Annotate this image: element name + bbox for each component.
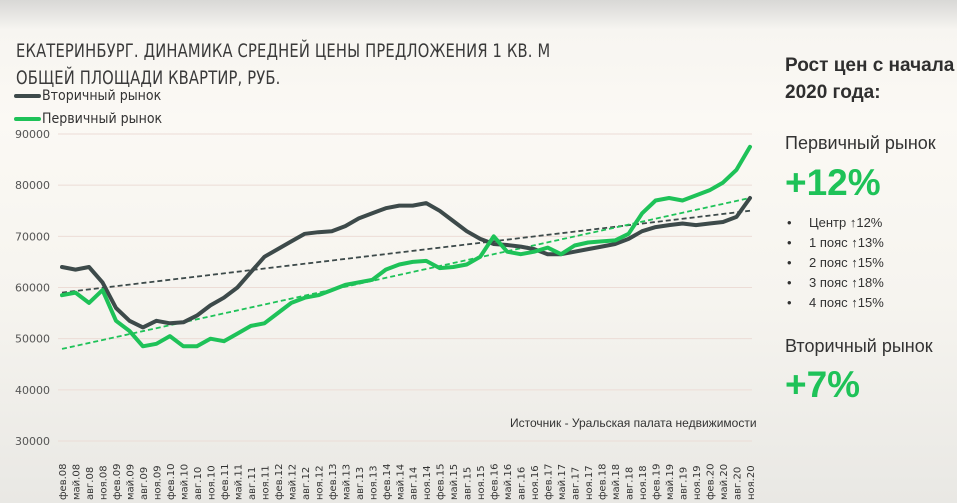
chart-title: ЕКАТЕРИНБУРГ. ДИНАМИКА СРЕДНЕЙ ЦЕНЫ ПРЕД… [16, 38, 550, 92]
x-tick-label: май.09 [125, 464, 136, 500]
x-tick-label: авг.09 [139, 467, 150, 500]
legend-swatch-primary [14, 116, 41, 121]
trendline [61, 209, 751, 294]
x-tick-label: ноя.09 [152, 465, 163, 500]
x-tick-label: фев.14 [382, 464, 393, 501]
arrow-up-icon: ↑ [849, 215, 857, 230]
x-tick-label: май.11 [233, 464, 244, 500]
x-tick-label: ноя.11 [260, 465, 271, 500]
growth-heading-line2: 2020 года: [785, 82, 881, 103]
x-tick-label: авг.08 [85, 467, 96, 500]
source-note: Источник - Уральская палата недвижимости [510, 416, 757, 430]
x-tick-label: авг.18 [625, 467, 636, 500]
x-tick-label: фев.08 [58, 464, 69, 501]
legend-item-primary: Первичный рынок [14, 110, 176, 128]
y-tick-label: 50000 [15, 333, 50, 346]
legend-item-secondary: Вторичный рынок [14, 87, 174, 105]
x-tick-label: авг.12 [301, 467, 312, 500]
series-line [60, 196, 752, 330]
x-tick-label: ноя.17 [584, 465, 595, 500]
x-tick-label: ноя.13 [368, 465, 379, 500]
secondary-market-label: Вторичный рынок [785, 336, 933, 356]
x-tick-label: фев.16 [490, 464, 501, 501]
x-tick-label: ноя.20 [746, 465, 757, 500]
chart-title-line2: ОБЩЕЙ ПЛОЩАДИ КВАРТИР, РУБ. [16, 67, 281, 89]
list-item: • 1 пояс ↑13% [787, 235, 884, 250]
x-tick-label: ноя.14 [422, 465, 433, 500]
x-tick-label: май.20 [719, 464, 730, 500]
x-tick-label: ноя.15 [476, 465, 487, 500]
x-tick-label: авг.17 [571, 467, 582, 500]
x-tick-label: фев.18 [598, 464, 609, 501]
x-tick-label: авг.15 [463, 467, 474, 500]
x-tick-label: авг.13 [355, 467, 366, 500]
x-tick-label: май.13 [341, 464, 352, 500]
x-tick-label: фев.19 [652, 464, 663, 501]
y-tick-label: 90000 [15, 128, 50, 141]
y-tick-label: 80000 [15, 179, 50, 192]
y-tick-label: 60000 [15, 282, 50, 295]
district-breakdown-list: • Центр ↑12% • 1 пояс ↑13% • 2 пояс ↑15% • 3… [787, 213, 884, 313]
x-tick-label: ноя.16 [530, 465, 541, 500]
x-tick-label: фев.13 [328, 464, 339, 501]
x-tick-label: авг.10 [193, 467, 204, 500]
list-item: • Центр ↑12% [787, 215, 883, 230]
arrow-up-icon: ↑ [851, 235, 858, 250]
x-tick-label: май.12 [287, 464, 298, 500]
growth-heading-line1: Рост цен с начала [785, 55, 955, 76]
x-tick-label: май.16 [503, 464, 514, 500]
arrow-up-icon: ↑ [851, 295, 858, 310]
y-tick-label: 40000 [15, 384, 50, 397]
x-tick-label: фев.20 [706, 464, 717, 501]
list-item: • 2 пояс ↑15% [787, 255, 884, 270]
x-tick-label: фев.17 [544, 464, 555, 501]
x-tick-label: авг.14 [409, 467, 420, 500]
arrow-up-icon: ↑ [851, 275, 858, 290]
x-tick-label: авг.11 [247, 467, 258, 500]
trendline [61, 197, 751, 350]
arrow-up-icon: ↑ [851, 255, 858, 270]
legend-swatch-secondary [14, 93, 41, 98]
x-tick-label: фев.09 [112, 464, 123, 501]
x-tick-label: фев.10 [166, 464, 177, 501]
x-tick-label: май.19 [665, 464, 676, 500]
x-tick-label: май.14 [395, 464, 406, 500]
legend-label-secondary: Вторичный рынок [42, 87, 162, 104]
x-tick-label: май.17 [557, 464, 568, 500]
list-item: • 3 пояс ↑18% [787, 275, 884, 290]
x-tick-label: май.18 [611, 464, 622, 500]
growth-heading: Рост цен с начала 2020 года: [785, 52, 954, 106]
series-line [60, 144, 752, 349]
line-chart: 30000 40000 50000 60000 70000 80000 90000 фев.0… [15, 128, 757, 501]
x-tick-label: авг.19 [679, 467, 690, 500]
primary-market-growth: +12% [785, 162, 881, 203]
x-tick-label: ноя.19 [692, 465, 703, 500]
x-tick-label: фев.15 [436, 464, 447, 501]
primary-market-label: Первичный рынок [785, 133, 936, 153]
secondary-market-growth: +7% [785, 364, 861, 405]
x-tick-label: май.15 [449, 464, 460, 500]
x-tick-label: май.08 [71, 464, 82, 500]
y-tick-label: 30000 [15, 435, 50, 448]
x-tick-label: ноя.18 [638, 465, 649, 500]
x-tick-label: ноя.08 [98, 465, 109, 500]
chart-title-line1: ЕКАТЕРИНБУРГ. ДИНАМИКА СРЕДНЕЙ ЦЕНЫ ПРЕД… [16, 40, 551, 62]
x-tick-label: фев.11 [220, 464, 231, 501]
x-tick-label: авг.16 [517, 467, 528, 500]
list-item: • 4 пояс ↑15% [787, 295, 884, 310]
legend-label-primary: Первичный рынок [42, 110, 163, 127]
x-tick-label: фев.12 [274, 464, 285, 501]
x-tick-label: ноя.12 [314, 465, 325, 500]
x-tick-label: ноя.10 [206, 465, 217, 500]
x-tick-label: май.10 [179, 464, 190, 500]
y-tick-label: 70000 [15, 230, 50, 243]
x-tick-label: авг.20 [733, 467, 744, 500]
